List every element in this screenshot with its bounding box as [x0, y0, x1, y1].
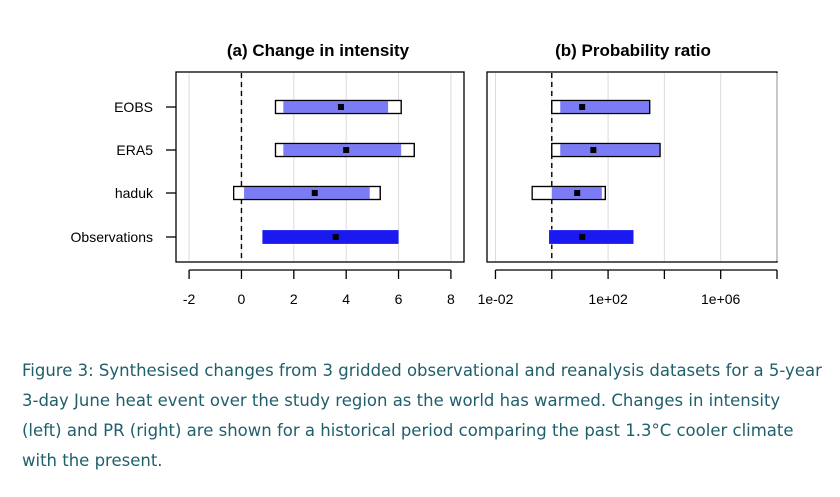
best-estimate-marker [579, 234, 586, 240]
inner-interval-bar [244, 187, 370, 199]
category-label: ERA5 [116, 142, 153, 158]
inner-interval-bar [283, 101, 389, 113]
category-label: EOBS [114, 99, 153, 115]
interval-outline [274, 142, 415, 158]
x-tick-label: 1e-02 [478, 291, 514, 307]
x-tick-label: 0 [238, 291, 246, 307]
panel-b-title: (b) Probability ratio [555, 41, 711, 60]
interval-outline [274, 99, 402, 115]
x-tick-label: -2 [183, 291, 196, 307]
best-estimate-marker [590, 147, 597, 153]
inner-interval-bar [560, 101, 650, 113]
x-tick-label: 6 [395, 291, 403, 307]
figure-caption: Figure 3: Synthesised changes from 3 gri… [22, 361, 822, 470]
best-estimate-marker [574, 190, 581, 196]
interval-outline [551, 99, 651, 115]
inner-interval-bar [283, 144, 402, 156]
plot-frame [175, 71, 465, 263]
inner-interval-bar [262, 230, 399, 244]
panel-a-title: (a) Change in intensity [227, 41, 410, 60]
interval-outline [233, 185, 381, 201]
best-estimate-marker [332, 234, 339, 240]
interval-outline [531, 185, 606, 201]
x-tick-label: 4 [342, 291, 350, 307]
panel-a-plot: -2 0 2 4 6 8 [175, 71, 465, 307]
category-label: Observations [71, 229, 153, 245]
category-label: haduk [115, 185, 154, 201]
x-tick-label: 1e+02 [588, 291, 628, 307]
best-estimate-marker [311, 190, 318, 196]
best-estimate-marker [579, 104, 586, 110]
inner-interval-bar [560, 144, 661, 156]
best-estimate-marker [343, 147, 350, 153]
panel-b-plot: 1e-02 1e+02 1e+06 [478, 71, 778, 307]
figure-chart: (a) Change in intensity (b) Probability … [71, 41, 778, 307]
x-tick-label: 8 [447, 291, 455, 307]
x-tick-label: 1e+06 [701, 291, 741, 307]
category-axis: EOBS ERA5 haduk Observations [71, 99, 176, 245]
inner-interval-bar [549, 230, 634, 244]
x-tick-label: 2 [290, 291, 298, 307]
best-estimate-marker [337, 104, 344, 110]
interval-outline [551, 142, 661, 158]
